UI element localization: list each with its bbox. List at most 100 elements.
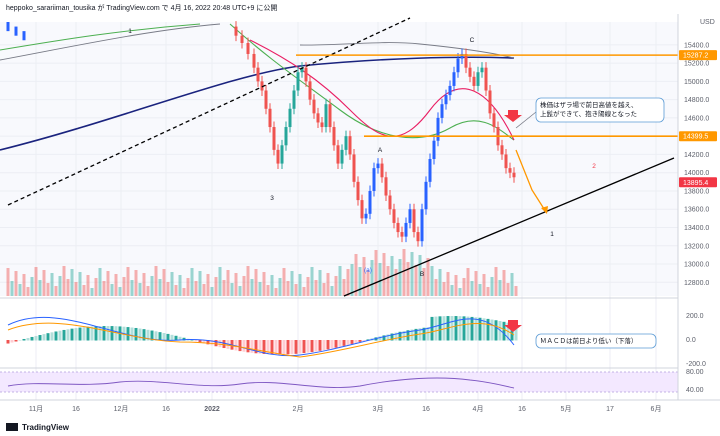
rsi-band <box>0 372 678 392</box>
macd-histogram-bar <box>182 337 186 341</box>
macd-histogram-bar <box>430 316 434 341</box>
macd-histogram-bar <box>86 326 90 341</box>
time-tick-label: 3月 <box>373 405 384 413</box>
volume-bar <box>194 281 198 296</box>
volume-bar <box>242 276 246 296</box>
macd-histogram-bar <box>142 329 146 341</box>
price-tag-box <box>679 177 717 188</box>
candle-body <box>376 163 380 169</box>
volume-bar <box>514 286 518 296</box>
candle-body <box>312 99 316 114</box>
volume-bar <box>310 267 314 296</box>
candle-body <box>324 104 328 128</box>
volume-bar <box>246 266 250 296</box>
macd-histogram-bar <box>254 340 258 354</box>
candle-body <box>396 222 400 233</box>
note-box <box>535 333 657 349</box>
volume-bar <box>178 275 182 296</box>
time-tick-label: 16 <box>422 406 430 413</box>
time-tick-label: 12月 <box>114 405 129 413</box>
macd-histogram-bar <box>266 340 270 355</box>
price-tags: 15287.2 14399.5 13895.4 <box>679 50 717 188</box>
candle-body <box>276 149 280 164</box>
volume-bar <box>506 283 510 296</box>
volume-bar <box>278 278 282 296</box>
volume-bar <box>398 259 402 296</box>
macd-histogram-bar <box>194 340 198 342</box>
volume-bar <box>30 277 34 296</box>
macd-histogram-bar <box>362 340 366 341</box>
candle-body <box>316 113 320 123</box>
volume-bar <box>450 285 454 296</box>
time-axis[interactable]: 11月 16 12月 16 2022 2月 3月 16 4月 16 5月 17 6月 <box>29 405 662 413</box>
volume-bar <box>54 286 58 296</box>
candle-body <box>336 145 340 164</box>
macd-histogram-bar <box>6 340 10 344</box>
candle-body <box>332 127 336 146</box>
volume-bar <box>410 252 414 296</box>
time-tick-label: 16 <box>518 406 526 413</box>
candle-body <box>372 168 376 191</box>
macd-histogram-bar <box>390 333 394 341</box>
candle-body <box>508 168 512 173</box>
volume-bar <box>478 284 482 296</box>
volume-bar <box>122 277 126 296</box>
macd-histogram-bar <box>306 340 310 353</box>
volume-bar <box>186 278 190 296</box>
macd-histogram-bar <box>318 340 322 351</box>
macd-histogram-bar <box>74 328 78 341</box>
time-tick-label: 11月 <box>29 405 43 413</box>
volume-bar <box>42 270 46 296</box>
macd-histogram-bar <box>234 340 238 351</box>
wave-label-wave: C <box>470 37 475 44</box>
macd-tick-label: 0.0 <box>686 337 696 344</box>
macd-histogram-bar <box>10 340 14 343</box>
time-tick-label: 17 <box>606 406 614 413</box>
candle-body <box>452 72 456 86</box>
candle-body <box>328 104 332 128</box>
volume-bar <box>218 267 222 296</box>
currency-label: USD <box>700 19 715 26</box>
volume-bar <box>438 269 442 296</box>
volume-bar <box>254 269 258 296</box>
candle-body <box>492 113 496 128</box>
macd-histogram-bar <box>214 340 218 347</box>
volume-bar <box>58 276 62 296</box>
candle-body <box>280 145 284 164</box>
volume-bar <box>434 279 438 296</box>
macd-histogram-bar <box>94 326 98 341</box>
volume-bar <box>338 266 342 296</box>
price-tick-label: 13000.0 <box>684 262 709 269</box>
macd-down-arrow-icon <box>504 320 522 332</box>
time-tick-label: 4月 <box>473 405 484 413</box>
time-tick-label: 2月 <box>293 405 304 413</box>
rsi-tick-label: 80.00 <box>686 369 704 376</box>
volume-bar <box>110 284 114 296</box>
tradingview-logo[interactable]: TradingView <box>6 423 70 432</box>
macd-histogram-bar <box>458 316 462 341</box>
macd-histogram-bar <box>202 340 206 344</box>
volume-bar <box>146 286 150 296</box>
volume-bar <box>94 278 98 296</box>
candle-body <box>464 53 468 68</box>
candle-body <box>340 149 344 164</box>
candle-body <box>256 67 260 82</box>
macd-histogram-bar <box>478 317 482 341</box>
macd-histogram-bar <box>298 340 302 354</box>
volume-bar <box>34 267 38 296</box>
volume-bar <box>422 268 426 296</box>
wave-label-wave_blue: (a) <box>364 267 372 274</box>
macd-histogram-bar <box>58 330 62 341</box>
macd-histogram-bar <box>90 326 94 341</box>
macd-histogram-bar <box>426 327 430 341</box>
macd-histogram-bar <box>494 320 498 341</box>
macd-histogram-bar <box>50 332 54 341</box>
candle-body <box>252 53 256 68</box>
macd-histogram-bar <box>398 331 402 341</box>
macd-histogram-bar <box>502 321 506 341</box>
price-tick-label: 15000.0 <box>684 79 709 86</box>
volume-bar <box>82 285 86 296</box>
macd-histogram-bar <box>18 340 22 341</box>
volume-bar <box>494 267 498 296</box>
macd-histogram-bar <box>246 340 250 353</box>
